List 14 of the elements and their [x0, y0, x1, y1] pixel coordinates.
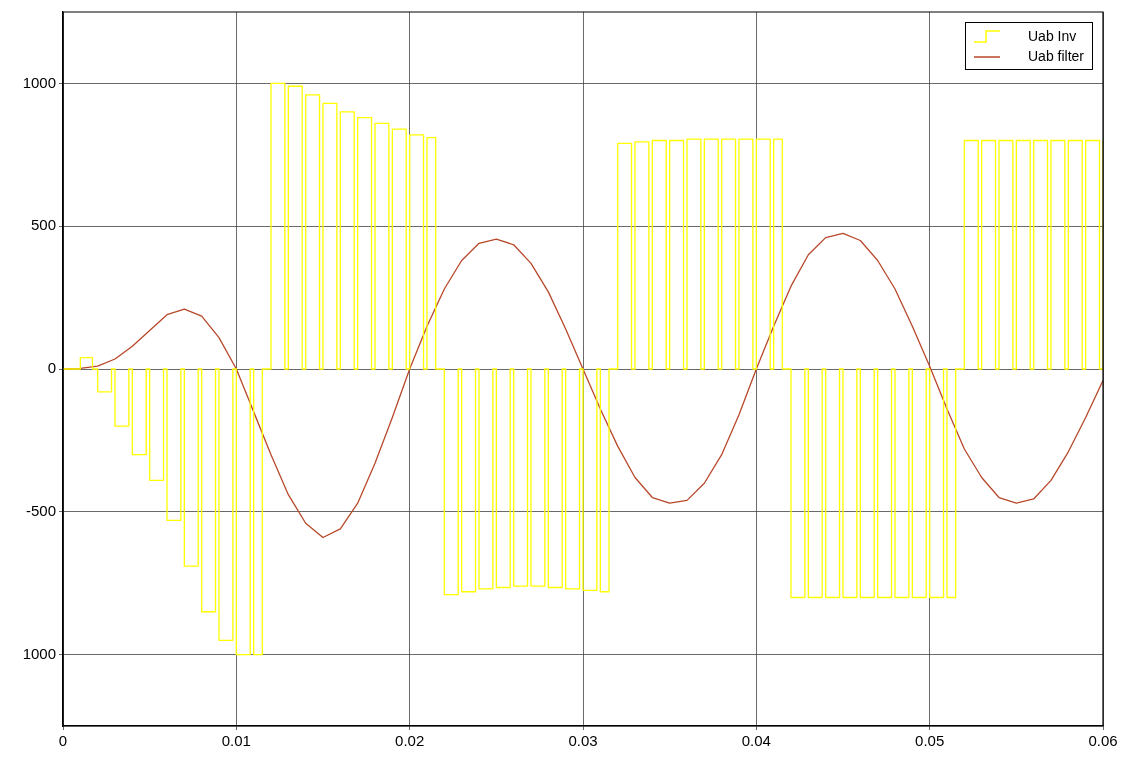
y-tick-label: -500 — [25, 501, 56, 519]
y-tick-label: 1000 — [22, 644, 56, 662]
x-tick-label: 0.04 — [741, 732, 771, 750]
x-tick-label: 0.05 — [915, 732, 945, 750]
x-tick-label: 0.03 — [568, 732, 598, 750]
x-tick-label: 0 — [58, 732, 68, 750]
x-tick-label: 0.06 — [1088, 732, 1118, 750]
x-tick-label: 0.01 — [221, 732, 251, 750]
y-tick-label: 500 — [30, 216, 56, 234]
y-tick-label: 0 — [47, 359, 56, 377]
legend-label: Uab Inv — [1028, 27, 1077, 46]
legend-label: Uab filter — [1028, 47, 1085, 66]
x-tick-label: 0.02 — [395, 732, 425, 750]
y-tick-label: 1000 — [22, 73, 56, 91]
